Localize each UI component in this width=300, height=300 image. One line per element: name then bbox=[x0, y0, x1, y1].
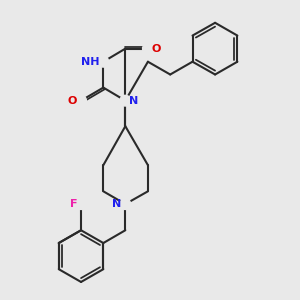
Circle shape bbox=[76, 95, 86, 106]
Circle shape bbox=[76, 199, 86, 209]
Circle shape bbox=[120, 95, 131, 106]
Circle shape bbox=[98, 56, 109, 67]
Text: NH: NH bbox=[81, 57, 100, 67]
Text: N: N bbox=[129, 96, 138, 106]
Circle shape bbox=[120, 199, 131, 209]
Text: O: O bbox=[152, 44, 161, 54]
Text: N: N bbox=[112, 199, 122, 209]
Text: F: F bbox=[70, 199, 77, 209]
Text: O: O bbox=[68, 96, 77, 106]
Circle shape bbox=[142, 43, 153, 54]
